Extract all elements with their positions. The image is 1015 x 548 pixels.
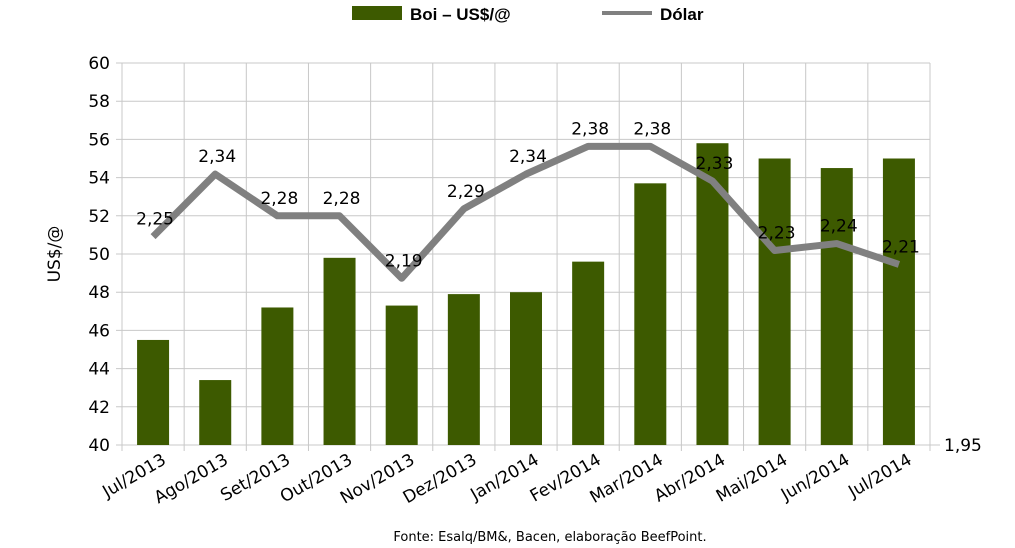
y-tick-label: 46 bbox=[88, 321, 110, 341]
x-tick-label: Jul/2014 bbox=[844, 450, 915, 503]
y-axis-title: US$/@ bbox=[45, 226, 65, 283]
y2-tick-label: 1,95 bbox=[944, 436, 982, 456]
bar-Jan/2014 bbox=[510, 292, 542, 445]
source-note: Fonte: Esalq/BM&, Bacen, elaboração Beef… bbox=[393, 530, 706, 545]
y-tick-label: 56 bbox=[88, 130, 110, 150]
data-label: 2,23 bbox=[758, 224, 796, 244]
legend: Boi – US$/@ Dólar bbox=[352, 5, 704, 24]
data-label: 2,25 bbox=[136, 210, 174, 230]
y-tick-label: 48 bbox=[88, 283, 110, 303]
data-label: 2,34 bbox=[509, 147, 547, 167]
data-label: 2,19 bbox=[385, 251, 423, 271]
bar-Jun/2014 bbox=[820, 168, 853, 446]
data-label: 2,21 bbox=[882, 237, 920, 257]
data-label: 2,29 bbox=[447, 182, 485, 202]
data-label: 2,28 bbox=[260, 189, 298, 209]
bar-Mai/2014 bbox=[758, 158, 791, 445]
y-tick-label: 58 bbox=[88, 92, 110, 112]
y-tick-label: 50 bbox=[88, 245, 110, 265]
dolar-line bbox=[150, 142, 901, 282]
y-tick-label: 42 bbox=[88, 398, 110, 418]
bar-Set/2013 bbox=[261, 307, 294, 445]
bar-Mar/2014 bbox=[634, 183, 667, 445]
y-tick-label: 40 bbox=[88, 436, 110, 456]
bar-Ago/2013 bbox=[199, 380, 232, 445]
data-label: 2,38 bbox=[571, 119, 609, 139]
bar-Fev/2014 bbox=[572, 261, 605, 445]
data-label: 2,33 bbox=[696, 154, 734, 174]
bar-Nov/2013 bbox=[385, 305, 418, 445]
bar-Jul/2013 bbox=[137, 339, 170, 445]
data-label: 2,38 bbox=[633, 119, 671, 139]
bar-Jul/2014 bbox=[882, 158, 915, 445]
data-label: 2,24 bbox=[820, 217, 858, 237]
y-tick-label: 60 bbox=[88, 54, 110, 74]
bar-Out/2013 bbox=[323, 257, 356, 445]
legend-swatch-boi bbox=[352, 6, 402, 20]
y-tick-label: 54 bbox=[88, 169, 110, 189]
legend-label-boi: Boi – US$/@ bbox=[410, 5, 511, 24]
data-label: 2,28 bbox=[323, 189, 361, 209]
legend-label-dolar: Dólar bbox=[660, 5, 704, 24]
bar-Dez/2013 bbox=[447, 294, 480, 445]
x-tick-label: Mai/2014 bbox=[713, 450, 791, 507]
x-tick-label: Jun/2014 bbox=[777, 450, 853, 506]
y-tick-label: 44 bbox=[88, 360, 110, 380]
y-tick-label: 52 bbox=[88, 207, 110, 227]
data-label: 2,34 bbox=[198, 147, 236, 167]
